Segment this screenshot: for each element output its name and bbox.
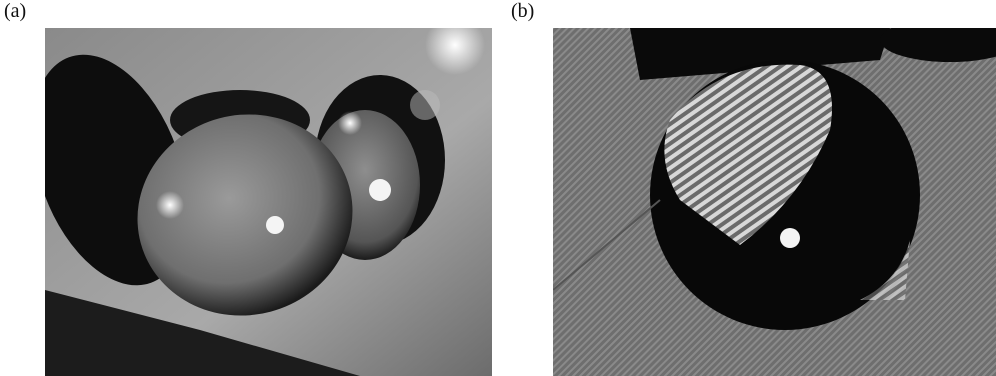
photographs <box>0 0 996 376</box>
photo-a <box>3 15 492 376</box>
figure: {"panels": [{"label": "(a)"}, {"label": … <box>0 0 996 376</box>
photo-b <box>553 18 996 376</box>
